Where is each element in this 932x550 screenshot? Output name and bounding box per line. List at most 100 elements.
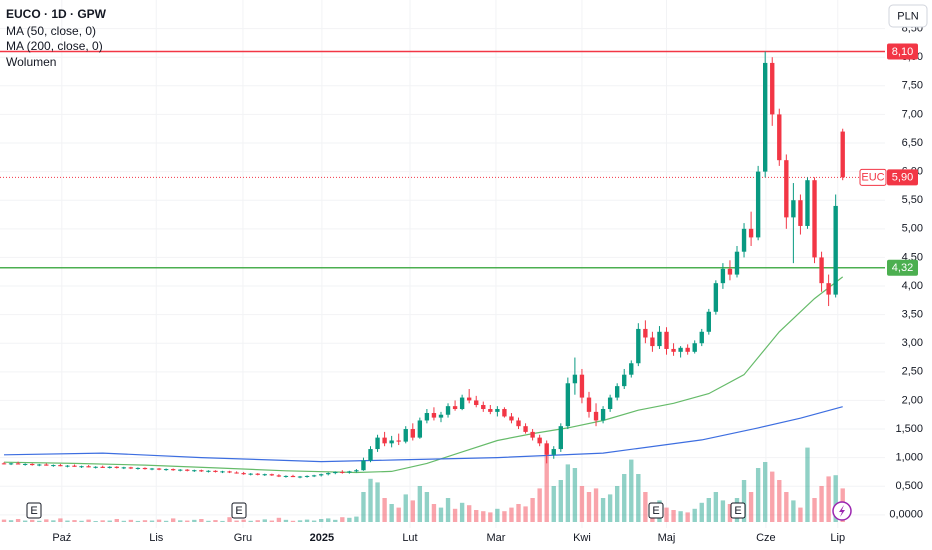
candle-body: [389, 440, 394, 444]
candle-body: [474, 400, 479, 406]
y-tick-label: 0,0000: [889, 509, 923, 521]
candle-body: [586, 397, 592, 412]
candle-body: [502, 409, 507, 417]
volume-bar: [699, 502, 704, 522]
volume-bar: [586, 492, 592, 522]
candle-body: [403, 429, 408, 442]
volume-bar: [283, 519, 289, 522]
candle-body: [833, 205, 838, 295]
candle-body: [114, 466, 119, 468]
x-tick-label: Kwi: [573, 532, 591, 544]
volume-bar: [664, 507, 669, 522]
candle-body: [445, 406, 451, 415]
volume-bar: [72, 520, 77, 522]
volume-bar: [537, 488, 542, 522]
candle-body: [685, 347, 690, 352]
volume-bar: [777, 480, 782, 522]
volume-bar: [206, 520, 211, 522]
event-marker[interactable]: E: [231, 502, 247, 519]
candle-body: [142, 467, 148, 470]
indicator-label: MA (200, close, 0): [6, 39, 103, 53]
volume-bar: [58, 518, 63, 522]
indicator-label: Wolumen: [6, 55, 56, 69]
volume-bar: [22, 520, 28, 522]
candle-body: [72, 465, 77, 467]
x-tick-label: Lip: [830, 532, 845, 544]
volume-bar: [297, 520, 303, 522]
event-marker[interactable]: E: [648, 502, 664, 519]
y-tick-label: 1,000: [895, 452, 923, 464]
y-tick-label: 3,00: [902, 337, 923, 349]
candle-body: [459, 397, 465, 410]
volume-bar: [79, 520, 84, 522]
volume-bar: [488, 512, 493, 522]
symbol-badge: [859, 168, 887, 186]
y-tick-label: 0,500: [895, 480, 923, 492]
candle-body: [692, 343, 697, 352]
volume-bar: [114, 519, 119, 522]
volume-bar: [502, 511, 507, 522]
symbol-badge-label: EUC: [861, 172, 884, 184]
volume-bar: [755, 468, 761, 522]
candle-body: [466, 397, 472, 401]
volume-bar: [607, 494, 613, 522]
y-tick-label: 7,00: [902, 108, 923, 120]
volume-bar: [466, 505, 472, 522]
currency-button[interactable]: PLN: [888, 4, 928, 28]
volume-bar: [770, 471, 775, 522]
event-box: [231, 502, 247, 519]
volume-bar: [135, 520, 141, 522]
volume-bar: [410, 500, 415, 522]
candle-body: [699, 331, 704, 344]
candle-body: [192, 470, 197, 472]
volume-bar: [763, 462, 768, 522]
volume-bar: [213, 520, 218, 522]
volume-bar: [579, 486, 585, 522]
candle-body: [530, 431, 535, 438]
candle-body: [509, 416, 514, 421]
candle-body: [629, 363, 634, 375]
candle-body: [840, 131, 845, 178]
candle-body: [727, 268, 733, 275]
volume-bar: [156, 519, 162, 522]
candle-body: [431, 413, 437, 418]
candle-body: [770, 62, 775, 115]
symbol-title: EUCO · 1D · GPW: [6, 7, 107, 21]
candle-body: [657, 331, 662, 347]
y-tick-label: 4,00: [902, 280, 923, 292]
candle-body: [311, 475, 317, 477]
grid: [0, 0, 885, 528]
event-marker[interactable]: E: [26, 502, 42, 519]
volume-bar: [86, 519, 91, 522]
volume-bar: [403, 494, 408, 522]
y-tick-label: 1,500: [895, 423, 923, 435]
volume-bar: [833, 475, 838, 522]
event-marker[interactable]: E: [730, 502, 746, 519]
volume-bar: [784, 492, 789, 522]
volume-bar: [572, 468, 578, 522]
volume-bar: [340, 517, 345, 522]
volume-bar: [474, 510, 479, 522]
volume-bar: [30, 519, 35, 522]
candle-body: [600, 409, 606, 421]
volume-bar: [713, 492, 719, 522]
candle-body: [614, 386, 620, 398]
candle-body: [382, 437, 387, 444]
candle-body: [128, 467, 134, 469]
candle-body: [178, 469, 183, 471]
lightning-icon[interactable]: [832, 501, 852, 521]
volume-bar: [530, 498, 535, 522]
volume-bar: [248, 520, 253, 522]
candle-body: [290, 475, 296, 478]
candle-body: [185, 469, 190, 471]
price-badge-label: 4,32: [892, 262, 913, 274]
event-label: E: [30, 505, 37, 517]
candle-body: [276, 475, 282, 477]
candle-body: [30, 463, 35, 466]
currency-label[interactable]: PLN: [897, 10, 918, 22]
price-badge: [887, 259, 918, 276]
volume-bar: [431, 504, 437, 522]
volume-bar: [51, 520, 56, 522]
volume-bar: [382, 498, 387, 522]
